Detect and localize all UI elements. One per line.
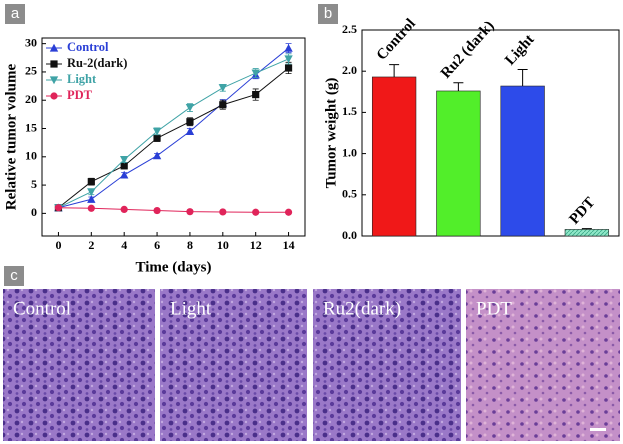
point xyxy=(87,178,95,186)
x-tick-label: 12 xyxy=(250,238,262,252)
y-tick-label: 0.0 xyxy=(342,228,357,242)
point xyxy=(50,92,58,100)
image-label: Control xyxy=(13,298,71,319)
x-tick-label: 14 xyxy=(283,238,295,252)
point xyxy=(252,90,260,99)
bar xyxy=(436,90,481,237)
point xyxy=(251,69,260,78)
point xyxy=(50,60,58,68)
point xyxy=(152,127,162,136)
plot-frame xyxy=(361,29,620,237)
image-label: PDT xyxy=(476,298,512,319)
point xyxy=(87,204,95,212)
x-tick-label: 8 xyxy=(187,238,193,252)
x-tick-label: 4 xyxy=(121,238,127,252)
legend-label: PDT xyxy=(67,88,93,102)
series-line xyxy=(58,47,289,209)
panel-label-box xyxy=(318,4,338,24)
bar xyxy=(500,85,545,237)
y-tick-label: 15 xyxy=(25,120,37,134)
point xyxy=(54,204,63,212)
panel-label: b xyxy=(324,5,332,22)
y-tick-label: 2.0 xyxy=(342,63,357,77)
point xyxy=(252,208,260,216)
legend-label: Ru-2(dark) xyxy=(67,56,127,70)
panel-label: c xyxy=(10,267,18,284)
y-tick-label: 10 xyxy=(25,149,37,163)
y-tick-label: 1.0 xyxy=(342,145,357,159)
category-label: Control xyxy=(374,16,419,64)
error-bar xyxy=(581,228,592,230)
x-tick-label: 6 xyxy=(154,238,160,252)
error-bar xyxy=(389,64,400,77)
category-label: Light xyxy=(502,32,537,69)
x-axis-label: Time (days) xyxy=(136,259,212,275)
point xyxy=(87,188,96,197)
point xyxy=(284,208,293,216)
point xyxy=(119,156,129,164)
point xyxy=(219,208,227,216)
panel-label-box xyxy=(5,4,25,24)
y-tick-label: 5 xyxy=(31,177,37,191)
histology-image xyxy=(466,289,620,441)
point xyxy=(87,195,96,203)
y-tick-label: 20 xyxy=(25,92,37,106)
category-label: Ru2 (dark) xyxy=(438,18,498,82)
panel-label-box xyxy=(4,266,24,286)
point xyxy=(120,205,128,214)
point xyxy=(49,43,59,52)
point xyxy=(284,55,293,64)
x-tick-label: 10 xyxy=(217,238,229,252)
histology-image xyxy=(3,289,155,441)
scale-bar xyxy=(590,428,606,431)
point xyxy=(49,76,59,85)
y-tick-label: 0.5 xyxy=(342,187,357,201)
plot-frame xyxy=(41,37,306,237)
point xyxy=(185,127,195,135)
series-line xyxy=(58,207,289,213)
point xyxy=(284,43,293,52)
y-tick-label: 2.5 xyxy=(342,22,357,36)
point xyxy=(219,101,227,109)
legend-label: Control xyxy=(67,40,109,54)
point xyxy=(284,64,293,72)
image-label: Light xyxy=(170,298,212,319)
error-bar xyxy=(517,69,528,87)
histology-image xyxy=(313,289,461,441)
y-axis-label: Relative tumor volume xyxy=(3,63,19,210)
point xyxy=(153,206,161,215)
histology-image xyxy=(160,289,307,441)
bar xyxy=(371,76,417,237)
series-line xyxy=(58,58,289,209)
point xyxy=(186,118,194,126)
category-label: PDT xyxy=(567,195,599,228)
y-tick-label: 1.5 xyxy=(342,104,357,118)
image-label: Ru2(dark) xyxy=(323,298,401,319)
series-line xyxy=(58,67,289,209)
point xyxy=(119,170,129,179)
y-tick-label: 0 xyxy=(31,205,37,219)
point xyxy=(218,84,228,92)
bar xyxy=(564,229,610,237)
legend-label: Light xyxy=(67,72,97,86)
x-tick-label: 2 xyxy=(88,238,94,252)
y-axis-label: Tumor weight (g) xyxy=(323,78,339,189)
point xyxy=(186,208,194,216)
x-tick-label: 0 xyxy=(55,238,61,252)
point xyxy=(185,103,195,112)
point xyxy=(120,162,128,170)
y-tick-label: 30 xyxy=(25,35,37,49)
point xyxy=(152,151,162,160)
error-bar xyxy=(453,82,464,91)
y-tick-label: 25 xyxy=(25,64,37,78)
point xyxy=(153,134,161,142)
panel-label: a xyxy=(11,5,20,22)
